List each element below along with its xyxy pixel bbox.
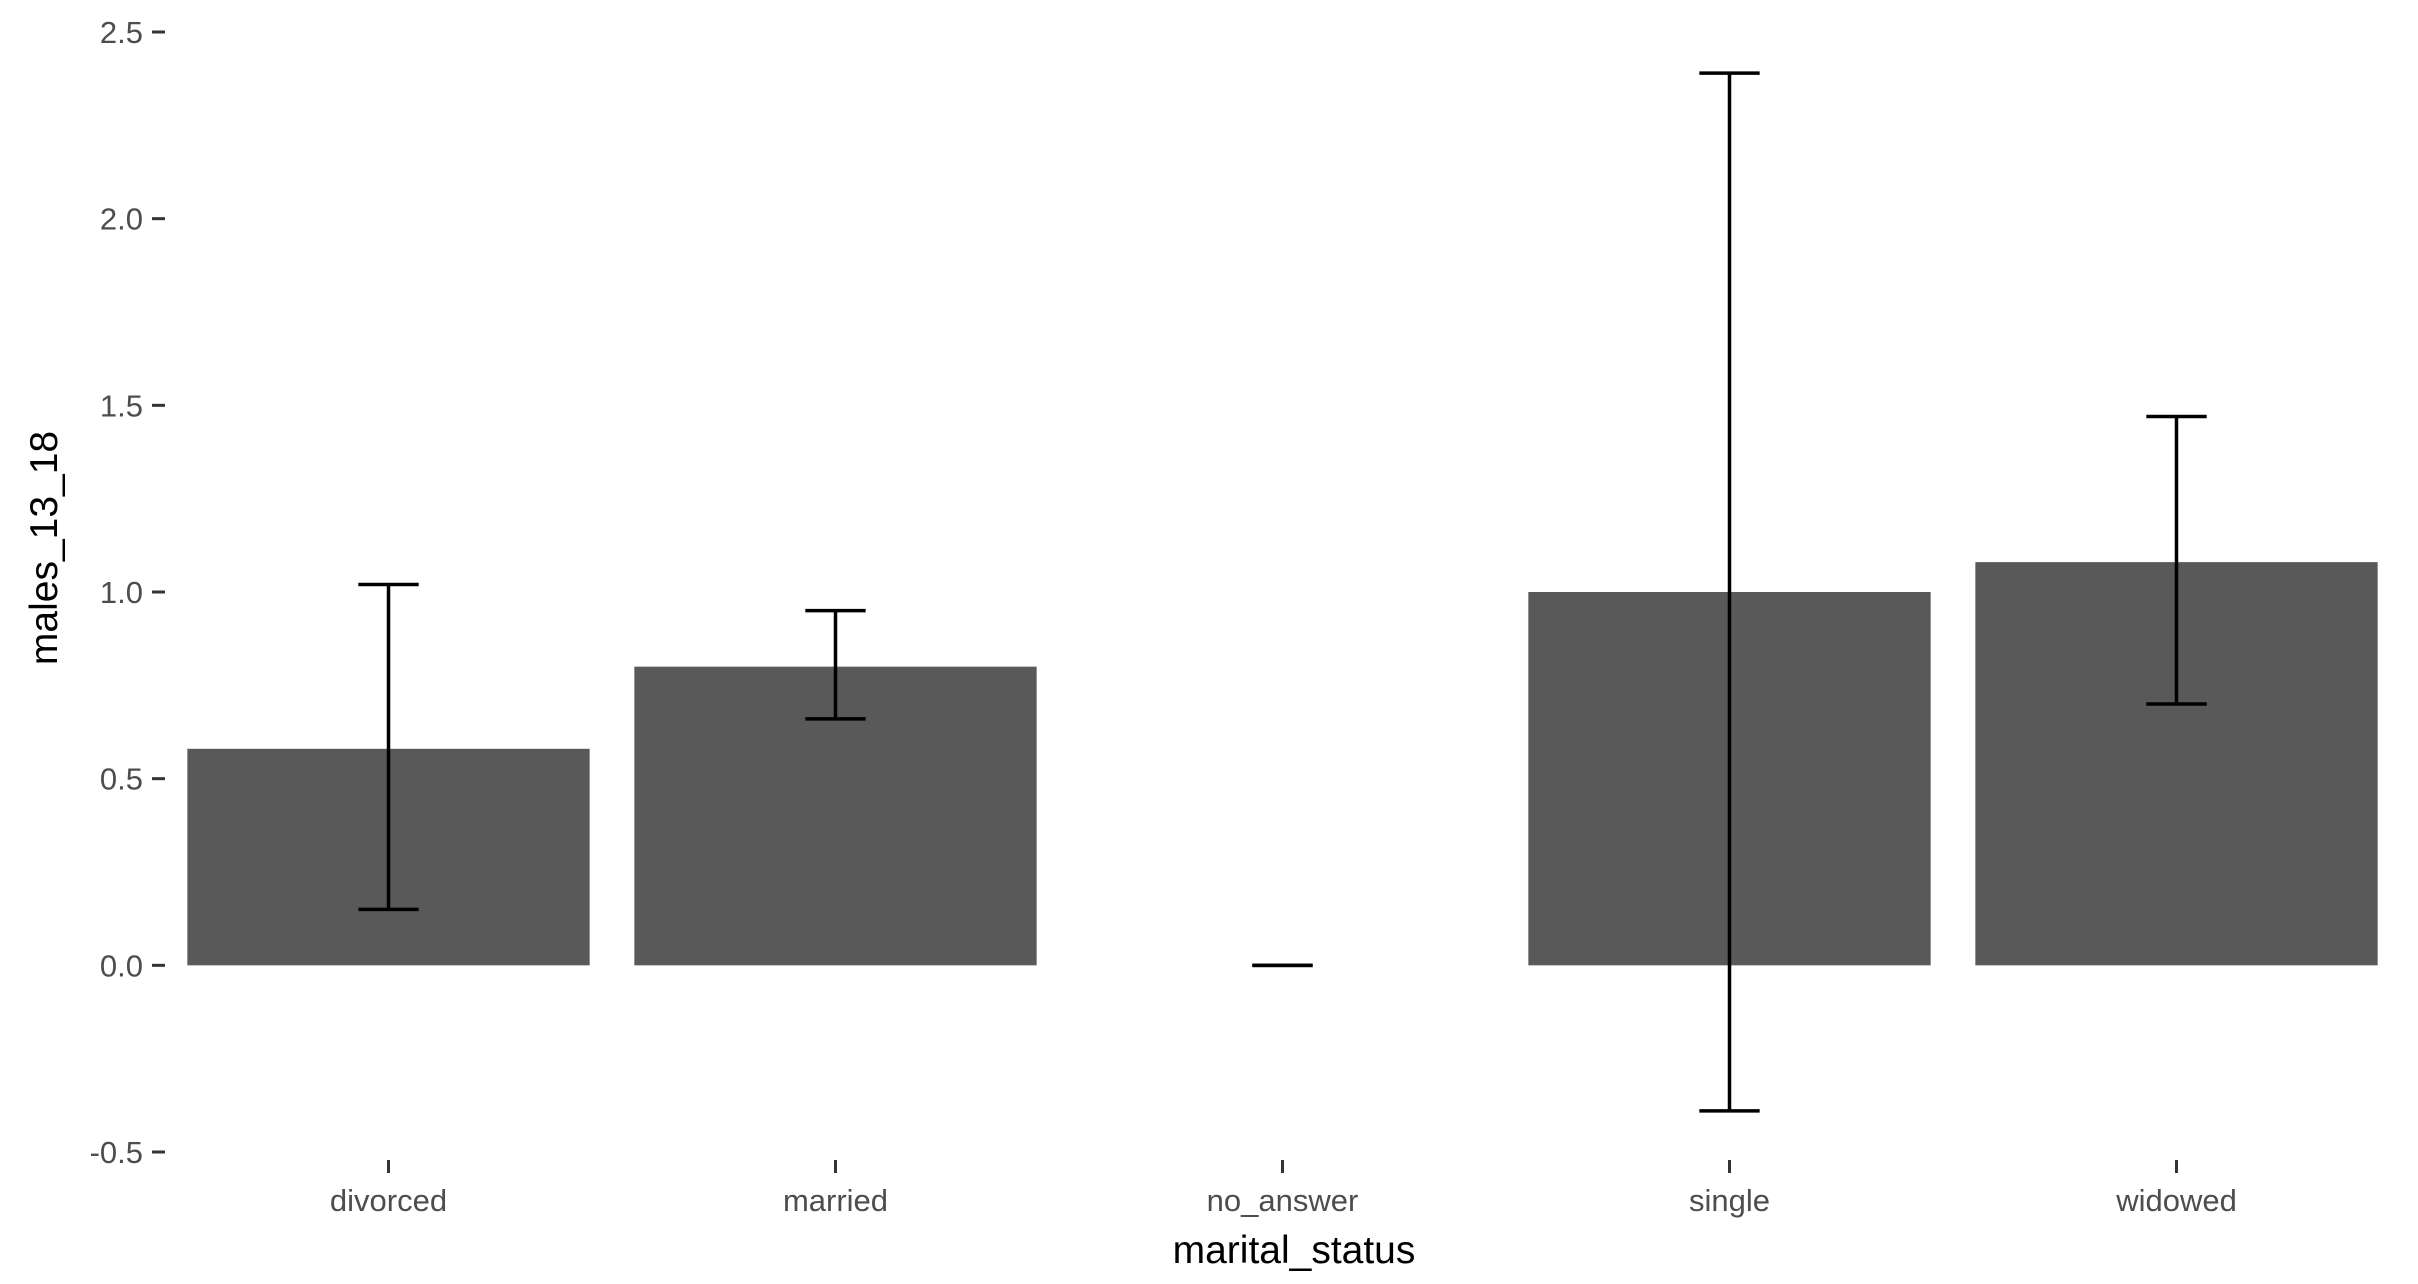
y-tick-label: 0.5 [100,762,143,797]
y-tick-label: 0.0 [100,948,143,983]
error-bar-single [1699,71,1760,1113]
x-tick-label-divorced: divorced [330,1183,447,1218]
y-tick-label: 2.0 [100,202,143,237]
error-bar-divorced [358,582,419,912]
y-tick-label: 1.5 [100,388,143,423]
error-bars-layer [358,71,2207,1113]
y-tick-label: -0.5 [90,1135,143,1170]
y-tick-label: 1.0 [100,575,143,610]
x-tick-label-no_answer: no_answer [1207,1183,1359,1218]
x-axis-title: marital_status [1173,1229,1416,1272]
bars-layer [187,562,2378,966]
x-tick-label-married: married [783,1183,888,1218]
y-axis-title: males_13_18 [23,431,66,665]
y-axis: -0.5 0.0 0.5 1.0 1.5 2.0 2.5 [90,15,165,1170]
y-tick-label: 2.5 [100,15,143,50]
error-bar-married [805,608,866,721]
x-tick-label-single: single [1689,1183,1770,1218]
x-axis: divorced married no_answer single widowed [330,1160,2237,1218]
x-tick-label-widowed: widowed [2115,1183,2237,1218]
error-bar-widowed [2146,414,2207,706]
